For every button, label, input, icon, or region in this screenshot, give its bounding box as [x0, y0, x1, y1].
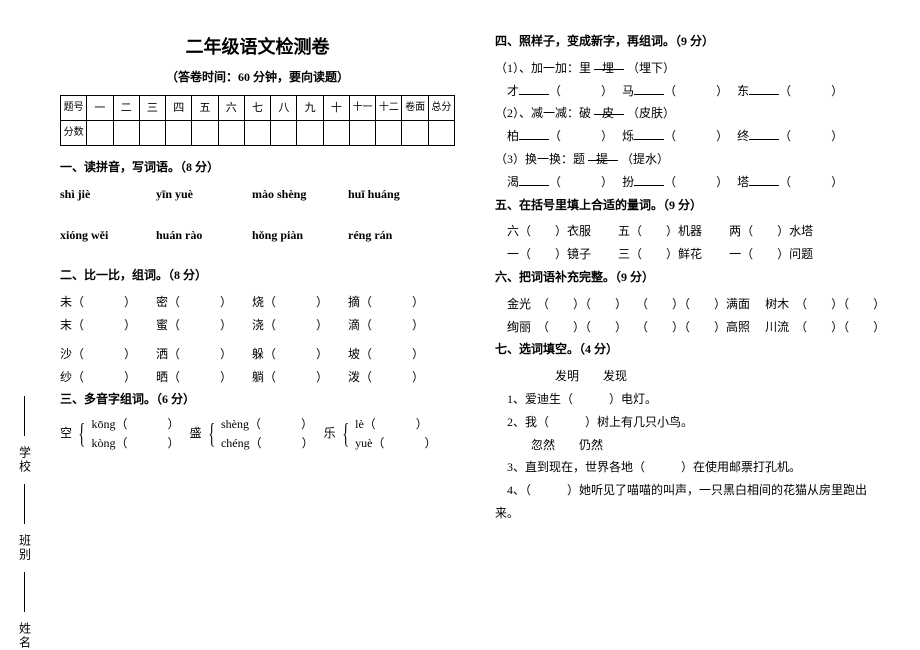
pinyin: hǒng piàn	[252, 224, 348, 247]
row-label: 题号	[61, 95, 87, 120]
binding-line	[24, 396, 26, 436]
binding-line	[24, 484, 26, 524]
section-7-title: 七、选词填空。（4 分）	[495, 338, 890, 361]
pinyin: mào shèng	[252, 183, 348, 206]
page-title: 二年级语文检测卷	[60, 30, 455, 64]
left-column: 二年级语文检测卷 （答卷时间：60 分钟，要向读题） 题号 一 二 三 四 五 …	[60, 30, 455, 640]
score-table: 题号 一 二 三 四 五 六 七 八 九 十 十一 十二 卷面 总分 分数	[60, 95, 455, 146]
binding-label: 班别	[17, 534, 34, 562]
section-6-title: 六、把词语补充完整。（9 分）	[495, 266, 890, 289]
section-1-title: 一、读拼音，写词语。（8 分）	[60, 156, 455, 179]
binding-label: 学校	[17, 446, 34, 474]
binding-line	[24, 572, 26, 612]
pinyin: huī huáng	[348, 183, 444, 206]
pinyin: réng rán	[348, 224, 444, 247]
pinyin: yīn yuè	[156, 183, 252, 206]
pinyin: xióng wěi	[60, 224, 156, 247]
pinyin: huán rào	[156, 224, 252, 247]
subtitle: （答卷时间：60 分钟，要向读题）	[60, 66, 455, 89]
right-column: 四、照样子，变成新字，再组词。（9 分） （1）、加一加：里 埋 （埋下） 才（…	[495, 30, 890, 640]
pinyin: shì jiè	[60, 183, 156, 206]
row-label: 分数	[61, 120, 87, 145]
section-3-title: 三、多音字组词。（6 分）	[60, 388, 455, 411]
section-4-title: 四、照样子，变成新字，再组词。（9 分）	[495, 30, 890, 53]
binding-margin: 姓名 班别 学校	[0, 0, 50, 650]
section-2-title: 二、比一比，组词。（8 分）	[60, 264, 455, 287]
binding-label: 姓名	[17, 622, 34, 650]
section-5-title: 五、在括号里填上合适的量词。（9 分）	[495, 194, 890, 217]
